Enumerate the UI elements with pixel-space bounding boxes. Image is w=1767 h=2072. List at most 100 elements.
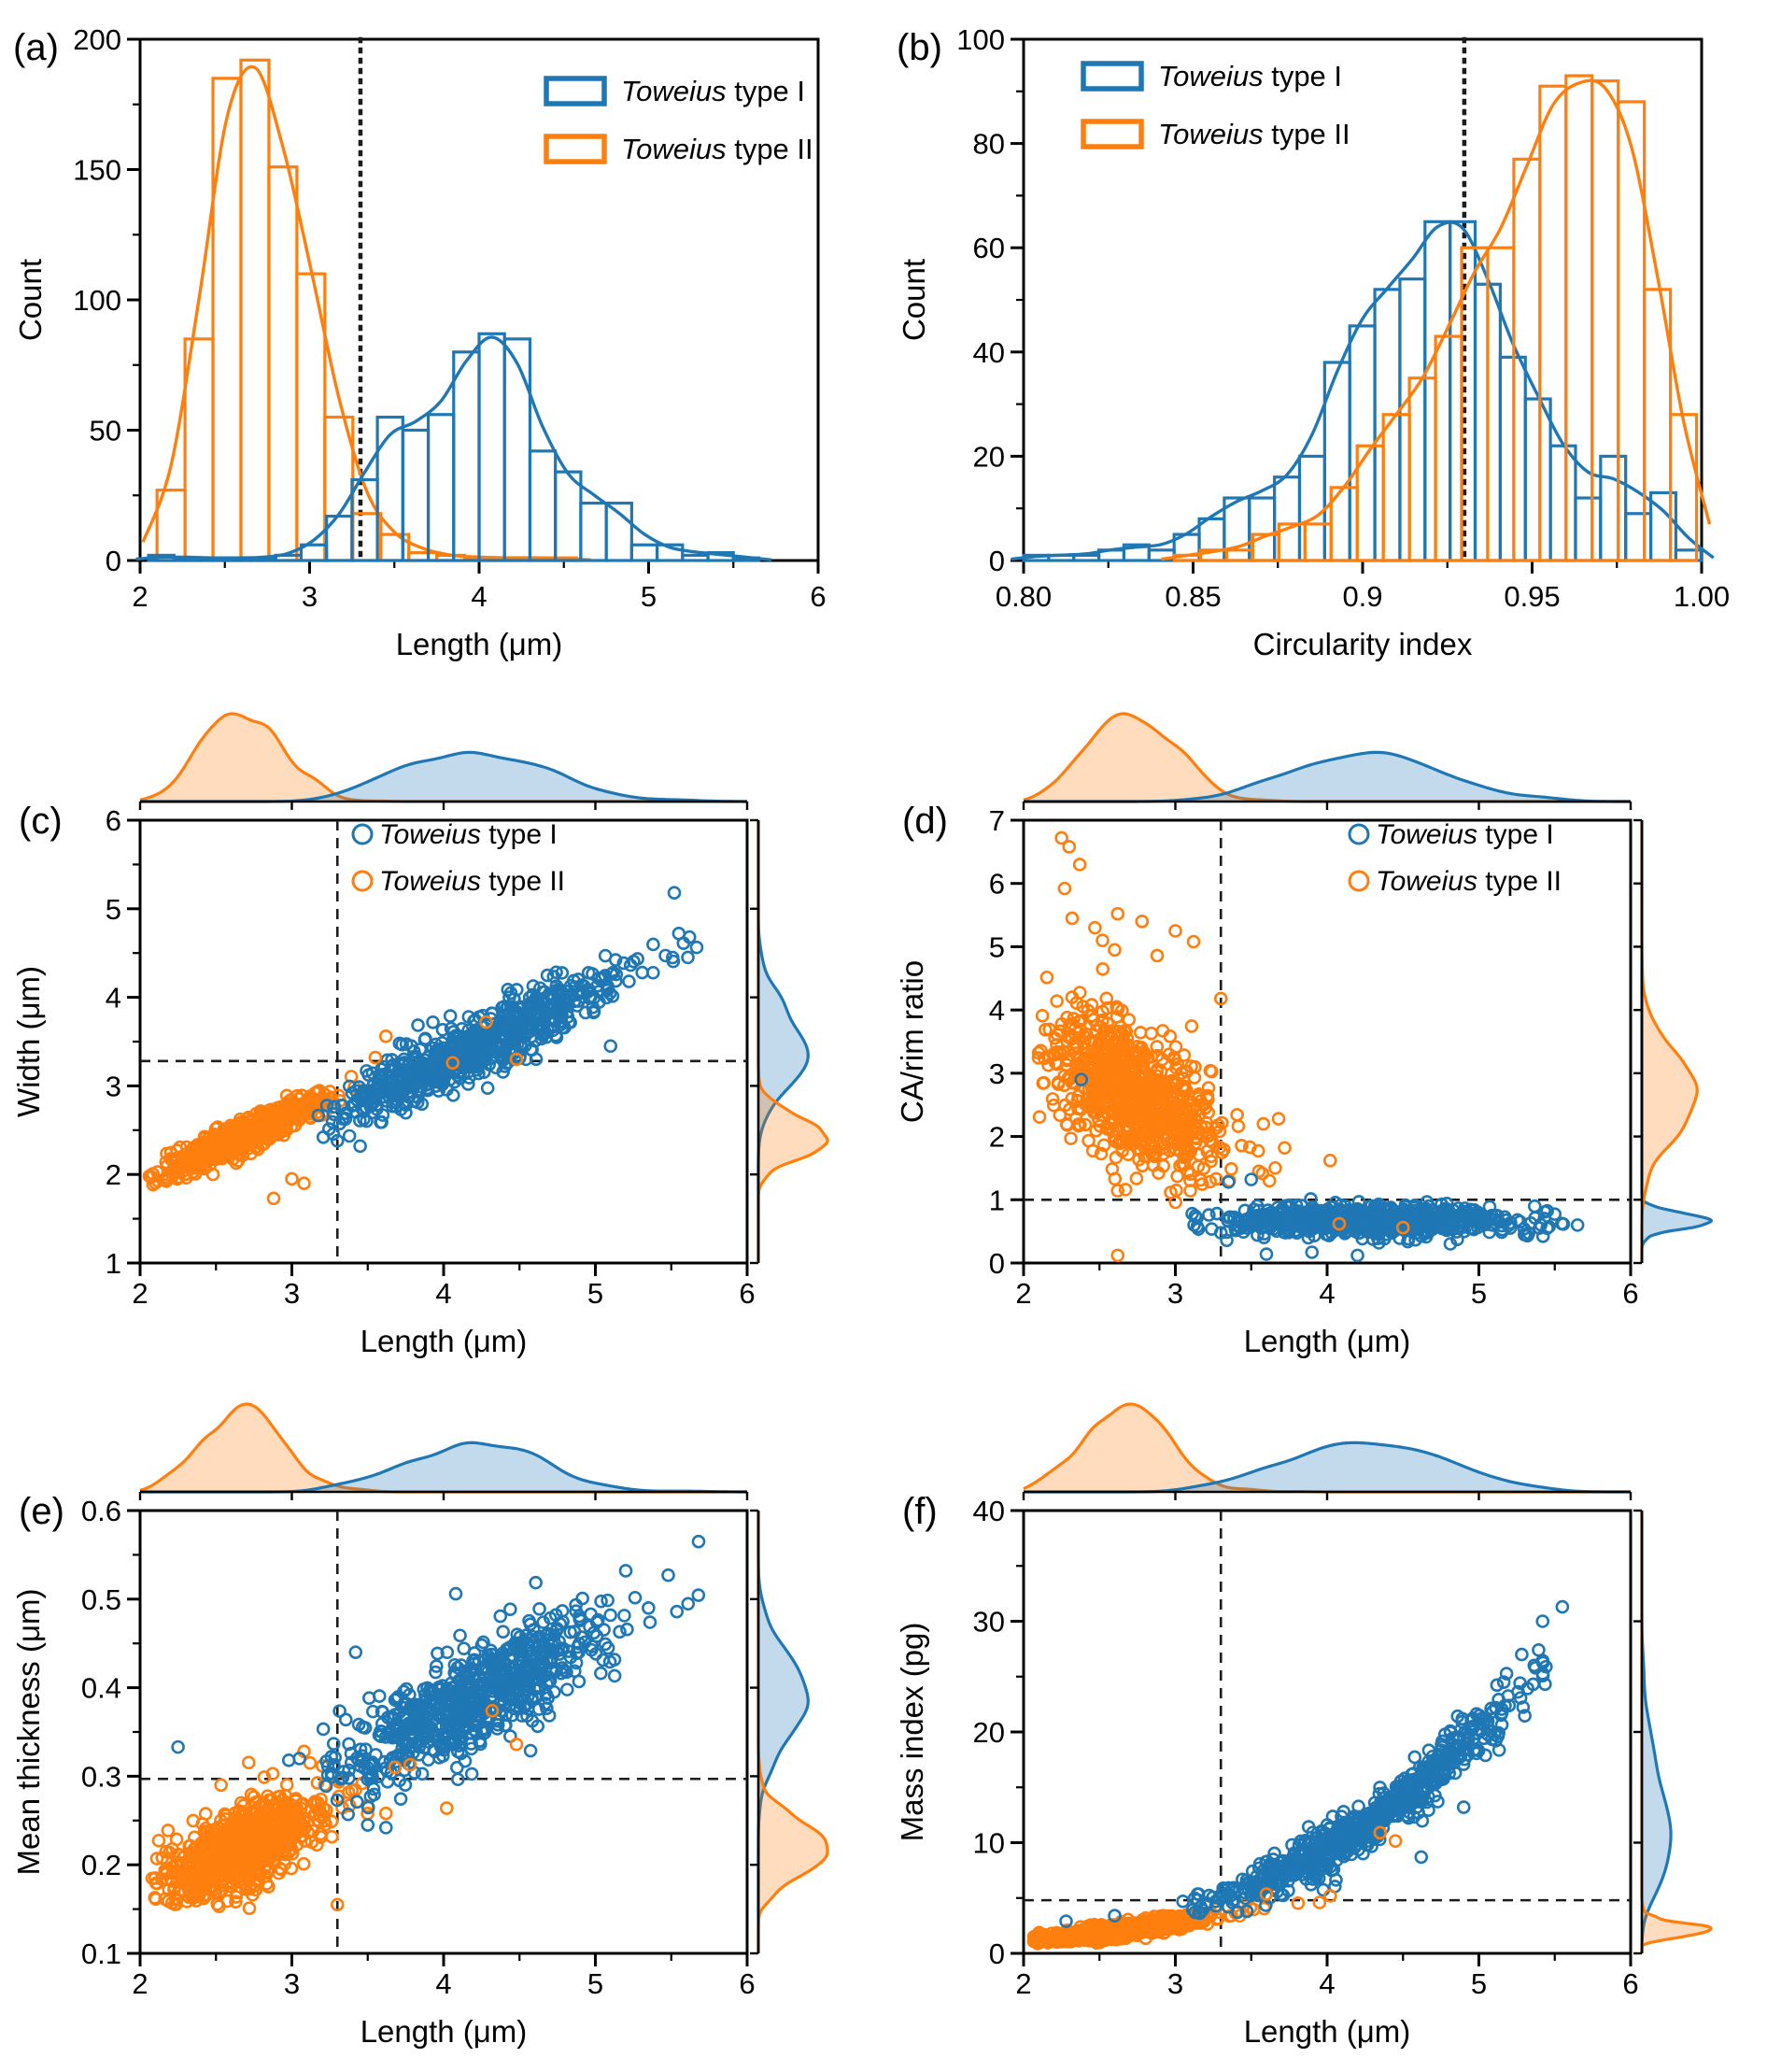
svg-text:3: 3 xyxy=(302,580,318,613)
svg-text:0.5: 0.5 xyxy=(81,1583,121,1616)
svg-text:Length (μm): Length (μm) xyxy=(360,1324,528,1358)
svg-text:5: 5 xyxy=(106,893,121,926)
svg-text:100: 100 xyxy=(73,284,121,317)
svg-text:0.2: 0.2 xyxy=(81,1849,121,1881)
svg-text:0.80: 0.80 xyxy=(996,580,1052,613)
svg-text:5: 5 xyxy=(641,580,657,613)
svg-text:Mass index (pg): Mass index (pg) xyxy=(895,1623,929,1842)
panel-e-canvas: 2 3 4 5 6 0.1 0.2 0.3 0.4 0.5 0.6 Length (μm) Mean t… xyxy=(11,1402,829,2049)
svg-text:(b): (b) xyxy=(897,27,942,68)
svg-text:5: 5 xyxy=(1471,1967,1487,2000)
svg-text:80: 80 xyxy=(973,128,1005,161)
svg-text:50: 50 xyxy=(90,415,121,447)
svg-text:5: 5 xyxy=(989,930,1005,963)
svg-text:2: 2 xyxy=(132,1277,148,1310)
svg-text:2: 2 xyxy=(1015,1277,1031,1310)
svg-text:60: 60 xyxy=(973,232,1005,264)
svg-text:5: 5 xyxy=(587,1967,603,2000)
svg-text:Toweius type I: Toweius type I xyxy=(1158,60,1342,92)
svg-text:Length (μm): Length (μm) xyxy=(396,627,563,661)
svg-text:6: 6 xyxy=(1622,1967,1638,2000)
svg-text:Count: Count xyxy=(897,259,931,341)
svg-text:CA/rim ratio: CA/rim ratio xyxy=(895,960,929,1123)
svg-text:3: 3 xyxy=(1167,1277,1183,1310)
svg-text:40: 40 xyxy=(973,1495,1005,1527)
svg-text:Mean thickness (μm): Mean thickness (μm) xyxy=(11,1589,46,1876)
svg-text:3: 3 xyxy=(989,1057,1005,1090)
svg-text:Toweius type I: Toweius type I xyxy=(1376,819,1554,850)
svg-text:2: 2 xyxy=(1015,1967,1031,2000)
panel-a-histogram-length: 2 3 4 5 6 0 50 100 150 200 Length (μm) Count (a) Towe… xyxy=(0,0,884,691)
svg-text:Length (μm): Length (μm) xyxy=(360,2014,528,2049)
svg-text:0.9: 0.9 xyxy=(1342,580,1382,613)
svg-text:3: 3 xyxy=(284,1277,300,1310)
svg-text:Toweius type II: Toweius type II xyxy=(379,866,565,897)
svg-text:100: 100 xyxy=(956,23,1005,56)
panel-d-scatter-length-carim: 2 3 4 5 6 0 1 2 3 4 5 6 7 Length (μm) CA/rim ratio (d) T… xyxy=(884,691,1767,1382)
svg-text:Toweius type II: Toweius type II xyxy=(1376,866,1562,897)
svg-text:1: 1 xyxy=(106,1247,121,1280)
svg-text:4: 4 xyxy=(435,1967,451,2000)
panel-b-histogram-circularity: 0.80 0.85 0.9 0.95 1.00 0 20 40 60 80 100 Circulari… xyxy=(884,0,1767,691)
svg-text:6: 6 xyxy=(1622,1277,1638,1310)
svg-text:2: 2 xyxy=(106,1158,121,1191)
svg-text:Toweius type II: Toweius type II xyxy=(1158,118,1350,150)
svg-text:40: 40 xyxy=(973,336,1005,369)
svg-text:Length (μm): Length (μm) xyxy=(1244,2014,1411,2049)
svg-text:4: 4 xyxy=(989,994,1005,1027)
svg-text:4: 4 xyxy=(1319,1967,1335,2000)
panel-e-scatter-length-thickness: 2 3 4 5 6 0.1 0.2 0.3 0.4 0.5 0.6 Length (μm) Mean t… xyxy=(0,1382,884,2072)
svg-text:Width (μm): Width (μm) xyxy=(11,966,46,1117)
svg-text:2: 2 xyxy=(132,1967,148,2000)
svg-text:0.4: 0.4 xyxy=(81,1672,121,1705)
svg-text:6: 6 xyxy=(106,804,121,837)
svg-text:(f): (f) xyxy=(902,1491,938,1532)
svg-text:0.95: 0.95 xyxy=(1504,580,1560,613)
svg-text:0: 0 xyxy=(989,1937,1005,1970)
panel-b-canvas: 0.80 0.85 0.9 0.95 1.00 0 20 40 60 80 100 Circulari… xyxy=(897,23,1730,661)
svg-text:4: 4 xyxy=(435,1277,451,1310)
svg-text:Circularity index: Circularity index xyxy=(1253,627,1473,661)
svg-text:(d): (d) xyxy=(902,801,948,842)
svg-text:4: 4 xyxy=(471,580,487,613)
svg-text:Toweius type II: Toweius type II xyxy=(621,133,813,165)
svg-text:0: 0 xyxy=(106,545,121,577)
svg-text:0: 0 xyxy=(989,1247,1005,1280)
svg-text:1.00: 1.00 xyxy=(1674,580,1730,613)
svg-text:4: 4 xyxy=(1319,1277,1335,1310)
panel-c-scatter-length-width: 2 3 4 5 6 1 2 3 4 5 6 Length (μm) Width (μm) (c) Towei… xyxy=(0,691,884,1382)
panel-d-canvas: 2 3 4 5 6 0 1 2 3 4 5 6 7 Length (μm) CA/rim ratio (d) T… xyxy=(895,712,1713,1358)
svg-text:(a): (a) xyxy=(13,27,59,68)
svg-text:Length (μm): Length (μm) xyxy=(1244,1324,1411,1358)
svg-text:30: 30 xyxy=(973,1606,1005,1639)
panel-f-canvas: 2 3 4 5 6 0 10 20 30 40 Length (μm) Mass index (pg)… xyxy=(895,1402,1713,2049)
svg-text:200: 200 xyxy=(73,23,121,56)
svg-text:Count: Count xyxy=(13,259,48,341)
svg-text:4: 4 xyxy=(106,982,121,1015)
svg-text:0: 0 xyxy=(989,545,1005,577)
svg-text:20: 20 xyxy=(973,440,1005,473)
svg-text:Toweius type I: Toweius type I xyxy=(379,819,558,850)
panel-a-canvas: 2 3 4 5 6 0 50 100 150 200 Length (μm) Count (a) Towe… xyxy=(13,23,827,661)
svg-text:6: 6 xyxy=(989,868,1005,901)
svg-text:Toweius type I: Toweius type I xyxy=(621,75,805,107)
svg-text:(c): (c) xyxy=(19,801,63,842)
svg-text:5: 5 xyxy=(587,1277,603,1310)
svg-text:3: 3 xyxy=(284,1967,300,2000)
svg-text:10: 10 xyxy=(973,1827,1005,1860)
svg-text:6: 6 xyxy=(739,1277,755,1310)
svg-text:3: 3 xyxy=(1167,1967,1183,2000)
svg-text:7: 7 xyxy=(989,804,1005,837)
svg-text:1: 1 xyxy=(989,1184,1005,1216)
svg-text:0.6: 0.6 xyxy=(81,1495,121,1527)
svg-text:6: 6 xyxy=(810,580,826,613)
svg-text:5: 5 xyxy=(1471,1277,1487,1310)
svg-text:3: 3 xyxy=(106,1070,121,1102)
svg-text:0.1: 0.1 xyxy=(81,1937,121,1970)
svg-text:2: 2 xyxy=(989,1121,1005,1154)
panel-f-scatter-length-mass: 2 3 4 5 6 0 10 20 30 40 Length (μm) Mass index (pg)… xyxy=(884,1382,1767,2072)
svg-text:20: 20 xyxy=(973,1716,1005,1749)
svg-text:2: 2 xyxy=(132,580,148,613)
